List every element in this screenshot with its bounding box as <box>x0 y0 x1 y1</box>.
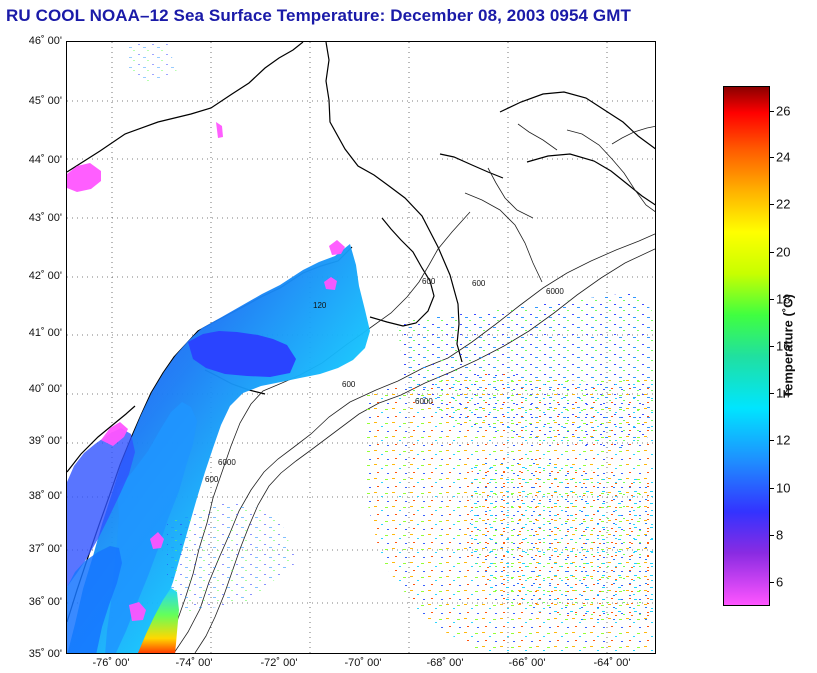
contour-labels: 600 6000 120 600 600 6000 600 6000 <box>205 277 564 484</box>
latitude-label-41: 41˚ 00' <box>28 327 62 339</box>
tick-mark-20 <box>770 252 774 253</box>
tick-label-24: 24 <box>776 149 791 165</box>
tick-label-8: 8 <box>776 527 784 543</box>
latitude-label-44: 44˚ 00' <box>28 154 62 166</box>
latitude-label-37: 37˚ 00' <box>28 543 62 555</box>
tick-mark-12 <box>770 440 774 441</box>
tick-label-14: 14 <box>776 385 791 401</box>
longitude-label-72: -72˚ 00' <box>260 657 298 669</box>
contour-label-8: 6000 <box>218 458 236 467</box>
tick-mark-6 <box>770 582 774 583</box>
tick-mark-22 <box>770 204 774 205</box>
tick-mark-10 <box>770 488 774 489</box>
sst-map: 600 6000 120 600 600 6000 600 6000 <box>66 41 656 654</box>
tick-label-22: 22 <box>776 196 791 212</box>
latitude-label-35: 35˚ 00' <box>28 648 62 660</box>
contour-label-5: 600 <box>472 279 486 288</box>
contour-label-2: 6000 <box>415 397 433 406</box>
tick-mark-8 <box>770 535 774 536</box>
latitude-label-38: 38˚ 00' <box>28 490 62 502</box>
longitude-label-74: -74˚ 00' <box>175 657 213 669</box>
tick-mark-16 <box>770 346 774 347</box>
sst-offshore-scatter <box>127 42 655 653</box>
tick-label-18: 18 <box>776 291 791 307</box>
tick-label-10: 10 <box>776 480 791 496</box>
sst-map-canvas: 600 6000 120 600 600 6000 600 6000 <box>67 42 655 653</box>
latitude-label-46: 46˚ 00' <box>28 35 62 47</box>
latitude-label-43: 43˚ 00' <box>28 212 62 224</box>
tick-label-12: 12 <box>776 432 791 448</box>
longitude-label-70: -70˚ 00' <box>344 657 382 669</box>
contour-label-1: 600 <box>422 277 436 286</box>
latitude-label-45: 45˚ 00' <box>28 95 62 107</box>
colorbar-gradient <box>724 87 769 605</box>
temperature-colorbar <box>723 86 770 606</box>
tick-mark-24 <box>770 157 774 158</box>
longitude-label-68: -68˚ 00' <box>426 657 464 669</box>
contour-label-7: 600 <box>205 475 219 484</box>
tick-label-6: 6 <box>776 574 784 590</box>
tick-mark-18 <box>770 299 774 300</box>
longitude-label-76: -76˚ 00' <box>92 657 130 669</box>
tick-label-26: 26 <box>776 103 791 119</box>
latitude-label-40: 40˚ 00' <box>28 383 62 395</box>
contour-label-4: 600 <box>342 380 356 389</box>
tick-mark-26 <box>770 111 774 112</box>
longitude-label-64: -64˚ 00' <box>593 657 631 669</box>
page-title: RU COOL NOAA–12 Sea Surface Temperature:… <box>6 6 631 25</box>
tick-label-20: 20 <box>776 244 791 260</box>
contour-label-3: 120 <box>313 301 327 310</box>
latitude-label-42: 42˚ 00' <box>28 270 62 282</box>
tick-mark-14 <box>770 393 774 394</box>
tick-label-16: 16 <box>776 338 791 354</box>
colorbar-title: Temperature (˚C) <box>780 294 796 398</box>
sst-magenta-patches <box>67 122 345 621</box>
sst-coastal-band <box>67 244 370 653</box>
contour-label-6: 6000 <box>546 287 564 296</box>
longitude-label-66: -66˚ 00' <box>508 657 546 669</box>
latitude-label-39: 39˚ 00' <box>28 435 62 447</box>
latitude-label-36: 36˚ 00' <box>28 596 62 608</box>
